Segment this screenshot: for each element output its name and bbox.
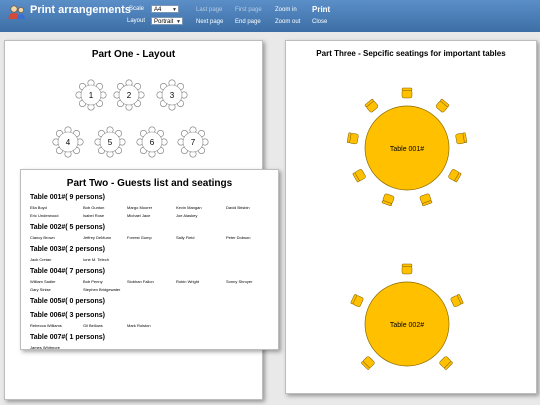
next-page-button[interactable]: Next page	[196, 19, 224, 25]
first-page-button[interactable]: First page	[235, 7, 262, 13]
guest-name: James Whitmore	[30, 345, 61, 350]
guest-name: Michael Jace	[127, 213, 151, 218]
guest-name: Margo Moorer	[127, 205, 153, 210]
part-two-title: Part Two - Guests list and seatings	[66, 178, 233, 189]
guest-name: Sonny Shroyer	[226, 279, 253, 284]
seat-icon	[455, 132, 468, 145]
part-one-title: Part One - Layout	[91, 49, 176, 60]
guest-name: William Sadler	[30, 279, 56, 284]
layout-table-4[interactable]: 4	[52, 126, 84, 158]
guest-name: Bob Gunton	[83, 205, 105, 210]
table-number: 7	[191, 138, 196, 147]
scale-value: A4	[154, 7, 162, 13]
seat-icon	[448, 169, 462, 183]
layout-table-2[interactable]: 2	[113, 79, 145, 111]
chevron-down-icon: ▼	[172, 7, 177, 13]
last-page-button[interactable]: Last page	[196, 7, 223, 13]
people-icon	[8, 5, 25, 19]
guest-table-heading: Table 005#( 0 persons)	[30, 298, 105, 305]
guest-table-heading: Table 004#( 7 persons)	[30, 268, 105, 275]
part-three-title: Part Three - Sepcific seatings for impor…	[316, 49, 506, 58]
guest-name: Stephen Bridgewater	[83, 287, 121, 292]
guest-name: Forrest Gump	[127, 235, 152, 240]
scale-label: Scale	[129, 6, 145, 12]
guest-name: Gary Sinise	[30, 287, 51, 292]
guest-name: Eric Underwood	[30, 213, 59, 218]
layout-diagram: 1 2 3 4 5 6 7	[52, 79, 209, 158]
seat-icon	[439, 356, 453, 370]
seat-icon	[401, 263, 413, 275]
table-number: 5	[108, 138, 113, 147]
guest-name: Ella Boyd	[30, 205, 47, 210]
guest-table-heading: Table 002#( 5 persons)	[30, 224, 105, 231]
guest-table-heading: Table 006#( 3 persons)	[30, 312, 105, 319]
guest-name: Peter Dobson	[226, 235, 251, 240]
seat-icon	[346, 132, 359, 145]
seat-icon	[361, 356, 375, 370]
seat-icon	[350, 294, 364, 307]
table-number: 2	[127, 91, 132, 100]
page-part-three: Part Three - Sepcific seatings for impor…	[285, 40, 537, 394]
seating-table[interactable]: Table 001#	[346, 87, 468, 207]
table-number: 6	[150, 138, 155, 147]
guest-name: Joe Alaskey	[176, 213, 198, 218]
table-label: Table 001#	[390, 146, 424, 153]
seat-icon	[435, 98, 450, 113]
seat-icon	[419, 193, 433, 207]
guest-name: Isabel Rose	[83, 213, 105, 218]
seat-icon	[401, 87, 413, 99]
layout-label: Layout	[127, 18, 146, 24]
zoom-out-button[interactable]: Zoom out	[275, 19, 301, 25]
app-title: Print arrangements	[30, 4, 131, 16]
guest-name: Robin Wright	[176, 279, 200, 284]
seating-table[interactable]: Table 002#	[350, 263, 464, 370]
seating-diagram: Table 001# Table 002#	[346, 87, 468, 370]
print-button[interactable]: Print	[312, 5, 331, 14]
guest-name: Mark Rolston	[127, 323, 151, 328]
layout-table-6[interactable]: 6	[136, 126, 168, 158]
layout-table-1[interactable]: 1	[75, 79, 107, 111]
seat-icon	[352, 169, 366, 183]
guest-name: Bob Penny	[83, 279, 103, 284]
layout-table-3[interactable]: 3	[156, 79, 188, 111]
guest-name: Jack Cretan	[30, 257, 52, 262]
seat-icon	[381, 193, 395, 207]
layout-table-5[interactable]: 5	[94, 126, 126, 158]
table-number: 3	[170, 91, 175, 100]
guest-name: Rebecca Williams	[30, 323, 62, 328]
chevron-down-icon: ▼	[176, 19, 181, 25]
guest-table-heading: Table 003#( 2 persons)	[30, 246, 105, 253]
seat-icon	[450, 294, 464, 307]
table-number: 4	[66, 138, 71, 147]
layout-select[interactable]: Portrait ▼	[151, 17, 183, 25]
guest-name: Gil Bellows	[83, 323, 103, 328]
guest-name: Kevin Mangan	[176, 205, 202, 210]
table-number: 1	[89, 91, 94, 100]
guest-name: Clancy Brown	[30, 235, 55, 240]
layout-table-7[interactable]: 7	[177, 126, 209, 158]
table-label: Table 002#	[390, 322, 424, 329]
guest-name: Siobhan Fallon	[127, 279, 154, 284]
guest-name: David Brisbin	[226, 205, 250, 210]
guest-table-heading: Table 007#( 1 persons)	[30, 334, 105, 341]
scale-select[interactable]: A4 ▼	[151, 5, 179, 13]
seat-icon	[364, 98, 379, 113]
guest-table-heading: Table 001#( 9 persons)	[30, 194, 105, 201]
page-part-two: Part Two - Guests list and seatings Tabl…	[20, 169, 279, 350]
layout-value: Portrait	[154, 19, 174, 25]
guest-name: Sally Field	[176, 235, 195, 240]
guest-name: Ione M. Telech	[83, 257, 109, 262]
zoom-in-button[interactable]: Zoom in	[275, 7, 297, 13]
toolbar: Print arrangements Scale A4 ▼ Layout Por…	[0, 0, 540, 32]
end-page-button[interactable]: End page	[235, 19, 261, 25]
guest-name: Jeffrey DeMunn	[83, 235, 112, 240]
close-button[interactable]: Close	[312, 19, 328, 25]
